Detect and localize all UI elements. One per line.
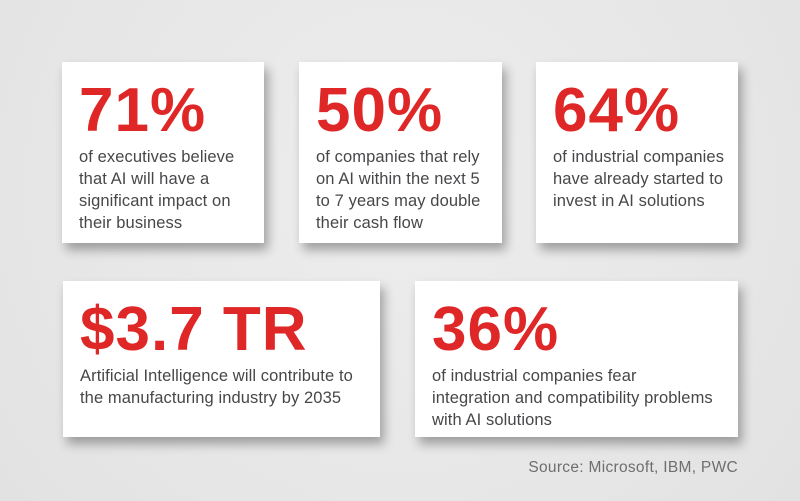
stat-value: 36% <box>432 295 560 364</box>
stat-value: 71% <box>79 76 207 145</box>
stat-card-executives: 71% of executives believe that AI will h… <box>62 62 264 243</box>
stat-value: 50% <box>316 76 444 145</box>
stat-description: of companies that rely on AI within the … <box>316 148 481 232</box>
stat-description: of industrial companies have already sta… <box>553 148 725 210</box>
source-caption: Source: Microsoft, IBM, PWC <box>528 459 738 476</box>
stat-card-invest: 64% of industrial companies have already… <box>536 62 738 243</box>
stat-description: of executives believe that AI will have … <box>79 148 235 232</box>
stat-value: $3.7 TR <box>80 295 308 364</box>
stat-description: of industrial companies fear integration… <box>432 367 713 429</box>
stat-card-manufacturing: $3.7 TR Artificial Intelligence will con… <box>63 281 380 437</box>
stat-value: 64% <box>553 76 681 145</box>
stat-card-compatibility: 36% of industrial companies fear integra… <box>415 281 738 437</box>
stat-description: Artificial Intelligence will contribute … <box>80 367 353 407</box>
stat-card-cash-flow: 50% of companies that rely on AI within … <box>299 62 502 243</box>
